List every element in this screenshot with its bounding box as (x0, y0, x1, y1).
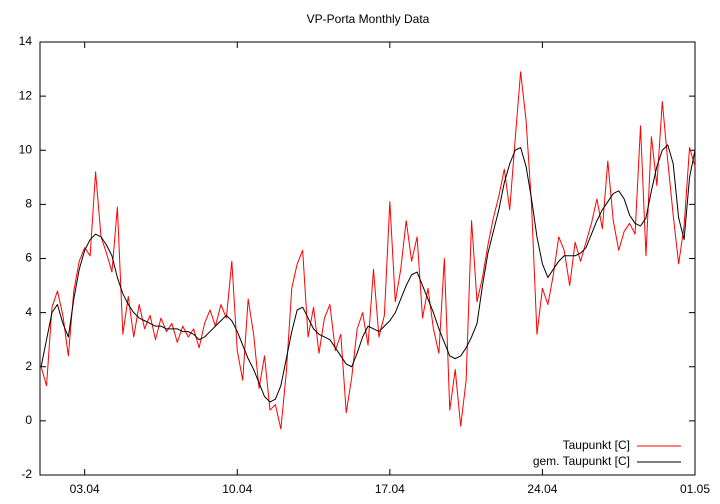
y-tick-label: 8 (25, 197, 32, 211)
y-tick-label: 12 (19, 88, 33, 102)
y-tick-label: 6 (25, 251, 32, 265)
series-line (40, 144, 696, 403)
plot-frame (39, 41, 696, 476)
y-tick-label: 14 (19, 34, 33, 48)
x-tick-label: 10.04 (222, 482, 252, 496)
x-tick-label: 17.04 (375, 482, 405, 496)
y-tick-label: 2 (25, 359, 32, 373)
y-tick-label: 0 (25, 413, 32, 427)
series-line (40, 71, 696, 430)
legend-label: Taupunkt [C] (563, 438, 630, 452)
y-tick-label: 10 (19, 142, 33, 156)
x-tick-label: 03.04 (70, 482, 100, 496)
chart-title: VP-Porta Monthly Data (307, 12, 430, 26)
x-tick-label: 24.04 (527, 482, 557, 496)
y-tick-label: 4 (25, 305, 32, 319)
legend-label: gem. Taupunkt [C] (533, 454, 630, 468)
y-tick-label: -2 (21, 467, 32, 481)
x-tick-label: 01.05 (680, 482, 710, 496)
